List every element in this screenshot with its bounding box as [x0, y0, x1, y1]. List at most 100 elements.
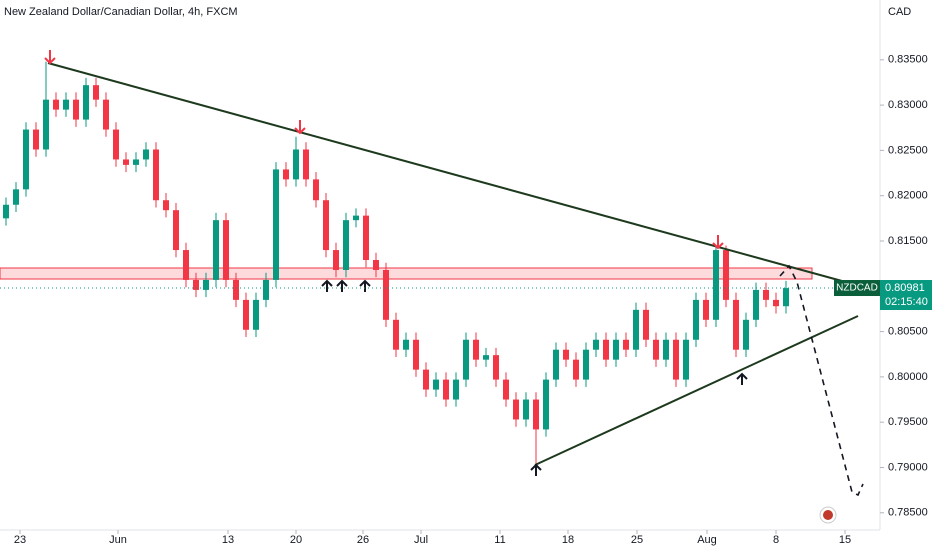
candle-body — [343, 220, 349, 270]
candle-body — [433, 379, 439, 390]
candle-body — [273, 169, 279, 280]
candle-body — [243, 299, 249, 330]
y-tick-label: 0.80500 — [888, 325, 928, 337]
candle-body — [293, 149, 299, 180]
candle-body — [443, 379, 449, 400]
candle-body — [73, 99, 79, 120]
ascending-trendline — [534, 315, 859, 466]
candle-body — [363, 215, 369, 261]
candle-body — [303, 149, 309, 180]
x-tick-label: 15 — [839, 534, 851, 546]
candle-body — [723, 250, 729, 300]
candle-body — [493, 355, 499, 380]
x-tick-label: Jul — [414, 534, 428, 546]
candle-body — [383, 269, 389, 320]
candle-body — [203, 279, 209, 290]
candle-body — [163, 200, 169, 211]
candle-body — [313, 179, 319, 201]
current-price-label: 0.80981 — [885, 282, 925, 294]
y-tick-label: 0.82500 — [888, 144, 928, 156]
candle-body — [183, 250, 189, 280]
candle-body — [683, 339, 689, 380]
y-tick-label: 0.78500 — [888, 507, 928, 519]
y-axis-label: CAD — [888, 6, 911, 18]
candle-body — [693, 299, 699, 340]
candle-body — [763, 289, 769, 300]
candle-body — [393, 319, 399, 350]
candle-body — [623, 339, 629, 350]
candle-body — [33, 129, 39, 150]
candle-body — [403, 339, 409, 350]
x-tick-label: 26 — [357, 534, 369, 546]
y-tick-label: 0.80000 — [888, 371, 928, 383]
candle-body — [123, 159, 129, 165]
y-tick-label: 0.81500 — [888, 235, 928, 247]
candle-body — [223, 220, 229, 280]
y-tick-label: 0.83500 — [888, 54, 928, 66]
candle-body — [743, 319, 749, 350]
candle-body — [333, 250, 339, 270]
candle-body — [143, 149, 149, 160]
candle-body — [253, 299, 259, 330]
candle-body — [463, 339, 469, 380]
candle-body — [653, 339, 659, 360]
projection-path — [779, 264, 864, 497]
candle-body — [283, 169, 289, 180]
candle-body — [233, 279, 239, 300]
candle-body — [3, 204, 9, 219]
candle-body — [193, 279, 199, 290]
y-tick-label: 0.83000 — [888, 99, 928, 111]
candle-body — [613, 339, 619, 360]
symbol-badge — [834, 280, 880, 297]
resistance-zone — [0, 267, 813, 280]
x-tick-label: Aug — [697, 534, 717, 546]
candle-body — [83, 85, 89, 120]
candle-body — [473, 339, 479, 360]
candle-body — [513, 399, 519, 420]
countdown-label: 02:15:40 — [885, 296, 928, 308]
chart-title: New Zealand Dollar/Canadian Dollar, 4h, … — [4, 6, 238, 18]
candles — [3, 61, 789, 466]
candle-body — [563, 349, 569, 360]
candle-body — [173, 210, 179, 251]
x-tick-label: 25 — [631, 534, 643, 546]
y-tick-label: 0.79000 — [888, 461, 928, 473]
candle-body — [483, 355, 489, 360]
candle-body — [23, 129, 29, 190]
candle-body — [13, 189, 19, 205]
candle-body — [783, 288, 789, 307]
y-tick-label: 0.79500 — [888, 416, 928, 428]
price-badge — [880, 280, 932, 311]
marker-dot — [823, 510, 833, 520]
candle-body — [263, 279, 269, 300]
candle-body — [523, 399, 529, 420]
candle-body — [503, 379, 509, 400]
candle-body — [543, 379, 549, 430]
candle-body — [713, 250, 719, 320]
candle-body — [453, 379, 459, 400]
candle-body — [633, 309, 639, 350]
black-arrows — [321, 279, 748, 476]
candle-body — [733, 299, 739, 350]
y-tick-label: 0.82000 — [888, 190, 928, 202]
red-arrows — [44, 50, 724, 250]
candle-body — [373, 260, 379, 270]
candle-body — [583, 349, 589, 380]
candle-body — [573, 359, 579, 380]
candle-body — [53, 99, 59, 110]
candle-body — [663, 339, 669, 360]
candle-body — [703, 299, 709, 320]
x-tick-label: 13 — [222, 534, 234, 546]
candle-body — [423, 369, 429, 390]
x-tick-label: 11 — [494, 534, 505, 546]
candle-body — [93, 85, 99, 100]
candle-body — [103, 99, 109, 130]
candle-body — [153, 149, 159, 201]
x-tick-label: 18 — [562, 534, 574, 546]
descending-trendline — [47, 62, 843, 282]
x-tick-label: 8 — [773, 534, 779, 546]
x-tick-label: Jun — [109, 534, 127, 546]
candle-body — [353, 215, 359, 221]
